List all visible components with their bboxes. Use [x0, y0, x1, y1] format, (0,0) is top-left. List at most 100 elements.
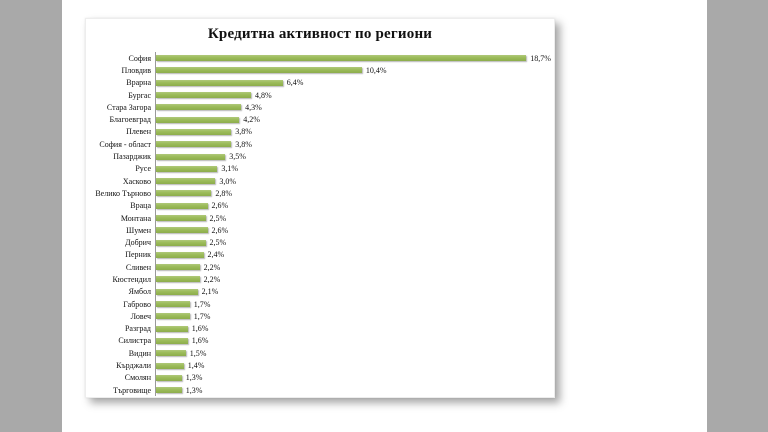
bar — [156, 374, 182, 381]
value-label: 1,6% — [191, 324, 209, 334]
value-label: 4,3% — [245, 102, 262, 112]
value-label: 3,1% — [221, 164, 239, 174]
bar — [156, 362, 184, 369]
bar-track: 1,7% — [155, 297, 552, 311]
bar — [156, 251, 204, 258]
bar-track: 10,4% — [155, 64, 552, 77]
chart-row: Търговище 1,3% — [88, 384, 552, 397]
value-label: 2,4% — [207, 250, 225, 260]
bar-track: 4,8% — [155, 88, 552, 102]
category-label: Видин — [128, 348, 151, 358]
chart-row: Благоевград 4,2% — [88, 113, 552, 126]
value-label: 18,7% — [530, 53, 551, 63]
chart-row: Пазарджик 3,5% — [88, 150, 552, 163]
category-label: Ловеч — [130, 311, 151, 321]
bar — [156, 128, 232, 135]
category-label: София - област — [99, 139, 151, 149]
value-label: 1,7% — [193, 299, 211, 309]
chart-row: Сливен 2,2% — [88, 261, 552, 274]
bar-track: 2,8% — [155, 187, 552, 200]
category-label: Шумен — [126, 225, 151, 235]
bar — [156, 153, 226, 160]
bar-track: 1,4% — [155, 359, 552, 372]
value-label: 2,1% — [201, 287, 219, 297]
chart-row: Разград 1,6% — [88, 322, 552, 335]
value-label: 3,5% — [229, 152, 246, 162]
category-label: Кюстендил — [112, 274, 151, 284]
category-label: Враца — [130, 201, 151, 211]
bar-track: 6,4% — [155, 76, 552, 89]
category-label: Търговище — [113, 385, 151, 395]
value-label: 2,5% — [209, 213, 227, 223]
bar — [156, 264, 200, 271]
value-label: 3,8% — [235, 139, 252, 149]
value-label: 1,3% — [185, 385, 203, 395]
document-page: Кредитна активност по региони София 18,7%… — [62, 0, 707, 432]
bar-track: 1,3% — [155, 371, 552, 385]
value-label: 2,6% — [211, 201, 229, 211]
chart-row: Враца 2,6% — [88, 199, 552, 212]
value-label: 2,6% — [211, 225, 229, 235]
bar-track: 18,7% — [155, 52, 552, 65]
chart-row: Стара Загора 4,3% — [88, 101, 552, 114]
value-label: 4,2% — [243, 115, 260, 125]
category-label: Велико Търново — [95, 188, 151, 198]
bar-track: 2,4% — [155, 248, 552, 262]
value-label: 6,4% — [286, 78, 304, 88]
bar-track: 2,6% — [155, 199, 552, 212]
value-label: 2,8% — [215, 188, 233, 198]
category-label: Смолян — [124, 373, 151, 383]
value-label: 2,5% — [209, 238, 227, 248]
chart-row: Бургас 4,8% — [88, 88, 552, 102]
bar — [156, 190, 212, 197]
chart-title: Кредитна активност по региони — [207, 26, 433, 42]
category-label: Врарна — [126, 78, 151, 88]
value-label: 1,6% — [191, 336, 209, 346]
value-label: 4,8% — [255, 90, 272, 100]
chart-row: Перник 2,4% — [88, 248, 552, 262]
bar — [156, 350, 186, 357]
category-label: София — [128, 53, 151, 63]
chart-row: Русе 3,1% — [88, 162, 552, 175]
bar — [156, 325, 188, 332]
chart-row: Ямбол 2,1% — [88, 285, 552, 298]
chart-row: Видин 1,5% — [88, 347, 552, 360]
bar-track: 1,3% — [155, 384, 552, 397]
bar-track: 2,1% — [155, 285, 552, 298]
bar-track: 4,3% — [155, 101, 552, 114]
bar-track: 1,6% — [155, 322, 552, 335]
bar — [156, 313, 190, 320]
bar — [156, 239, 206, 246]
bar-track: 3,8% — [155, 138, 552, 151]
category-label: Ямбол — [128, 287, 151, 297]
bar — [156, 387, 182, 394]
category-label: Стара Загора — [106, 102, 151, 112]
category-label: Силистра — [118, 336, 151, 346]
chart-row: София - област 3,8% — [88, 138, 552, 151]
value-label: 1,3% — [185, 373, 203, 383]
value-label: 3,8% — [235, 127, 252, 137]
value-label: 2,2% — [203, 274, 221, 284]
category-label: Габрово — [123, 299, 151, 309]
chart-row: Плевен 3,8% — [88, 125, 552, 139]
bar — [156, 92, 251, 99]
category-label: Плевен — [126, 127, 151, 137]
bar — [156, 276, 200, 283]
bar — [156, 215, 206, 221]
category-label: Пазарджик — [113, 152, 151, 162]
bar — [156, 227, 208, 234]
chart-row: Монтана 2,5% — [88, 211, 552, 225]
value-label: 1,4% — [187, 361, 205, 371]
chart-row: Хасково 3,0% — [88, 174, 552, 188]
bar-track: 2,6% — [155, 224, 552, 237]
value-label: 1,5% — [189, 348, 207, 358]
bar-track: 2,2% — [155, 261, 552, 274]
bar-track: 4,2% — [155, 113, 552, 126]
chart-row: Врарна 6,4% — [88, 76, 552, 89]
category-label: Перник — [125, 250, 151, 260]
chart-row: Добрич 2,5% — [88, 236, 552, 249]
category-label: Добрич — [125, 238, 151, 248]
value-label: 2,2% — [203, 262, 221, 272]
bar — [156, 55, 527, 62]
bar — [156, 104, 242, 111]
